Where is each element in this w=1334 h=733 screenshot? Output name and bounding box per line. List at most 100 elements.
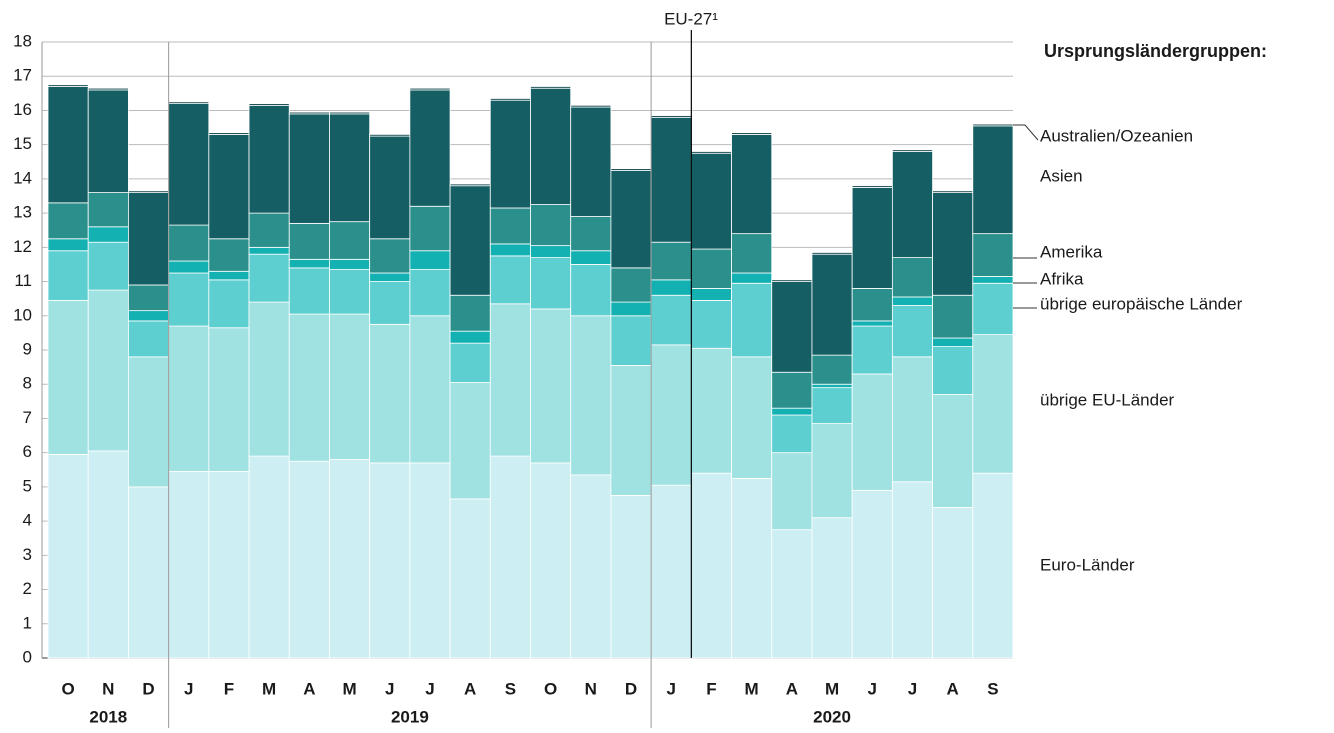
bar-segment xyxy=(489,255,531,305)
bar-segment xyxy=(128,284,170,312)
x-tick-label: J xyxy=(908,679,917,698)
bar-segment xyxy=(851,325,893,375)
bar-segment xyxy=(248,103,290,106)
bar-segment xyxy=(811,354,853,385)
bar-segment xyxy=(329,258,371,270)
bar-segment xyxy=(168,260,210,274)
bar-segment xyxy=(128,190,170,193)
x-tick-label: F xyxy=(224,679,234,698)
x-tick-label: J xyxy=(425,679,434,698)
bar-segment xyxy=(530,257,572,310)
bar-segment xyxy=(449,330,491,344)
bar-segment xyxy=(650,241,692,281)
bar-segment xyxy=(329,313,371,460)
y-tick-label: 7 xyxy=(23,408,32,427)
bar-segment xyxy=(851,373,893,491)
bar-segment xyxy=(409,462,451,659)
bar-segment xyxy=(811,387,853,424)
bar-segment xyxy=(811,383,853,389)
bar-segment xyxy=(288,111,330,115)
bar-segment xyxy=(731,132,773,135)
bar-segment xyxy=(489,303,531,457)
bar-segment xyxy=(208,270,250,281)
bar-segment xyxy=(771,407,813,416)
bar-segment xyxy=(650,344,692,486)
bar-segment xyxy=(168,224,210,262)
bar-segment xyxy=(409,87,451,91)
bar-segment xyxy=(449,185,491,296)
bar-segment xyxy=(932,192,974,296)
bar-segment xyxy=(891,151,933,258)
bar-segment xyxy=(932,190,974,193)
bar-segment xyxy=(208,133,250,240)
bar-segment xyxy=(610,267,652,303)
y-tick-label: 1 xyxy=(23,613,32,632)
bar-segment xyxy=(690,152,732,250)
bar-segment xyxy=(288,313,330,462)
bar-segment xyxy=(409,250,451,270)
y-tick-label: 4 xyxy=(23,511,32,530)
bar-segment xyxy=(771,281,813,373)
bar-segment xyxy=(409,89,451,207)
x-tick-label: A xyxy=(303,679,315,698)
bar-segment xyxy=(610,168,652,171)
bar-segment xyxy=(570,106,612,217)
y-tick-label: 8 xyxy=(23,374,32,393)
bar-segment xyxy=(369,323,411,464)
bar-segment xyxy=(248,104,290,214)
bar-segment xyxy=(449,342,491,383)
y-tick-label: 10 xyxy=(13,305,32,324)
bar-segment xyxy=(489,455,531,659)
bar-segment xyxy=(932,294,974,339)
bar-segment xyxy=(168,103,210,226)
x-tick-label: N xyxy=(585,679,597,698)
bar-segment xyxy=(87,226,129,243)
bar-segment xyxy=(489,99,531,209)
bar-segment xyxy=(690,248,732,289)
bar-segment xyxy=(610,364,652,496)
bar-segment xyxy=(47,238,89,252)
x-tick-label: S xyxy=(987,679,998,698)
x-tick-label: J xyxy=(385,679,394,698)
bar-segment xyxy=(650,116,692,243)
bar-segment xyxy=(972,334,1014,474)
bar-segment xyxy=(650,279,692,296)
bar-segment xyxy=(288,267,330,315)
bar-segment xyxy=(128,320,170,358)
bar-segment xyxy=(128,192,170,286)
bar-segment xyxy=(47,86,89,204)
bar-segment xyxy=(690,287,732,301)
bar-segment xyxy=(771,529,813,659)
bar-segment xyxy=(731,233,773,274)
bar-segment xyxy=(87,192,129,228)
bar-segment xyxy=(972,233,1014,277)
bar-segment xyxy=(891,296,933,306)
bar-segment xyxy=(690,472,732,659)
bar-segment xyxy=(489,243,531,257)
bar-segment xyxy=(288,258,330,269)
bar-segment xyxy=(731,272,773,284)
bar-segment xyxy=(47,299,89,455)
bar-segment xyxy=(369,281,411,325)
bar-segment xyxy=(570,104,612,108)
bar-segment xyxy=(409,205,451,252)
y-tick-label: 12 xyxy=(13,237,32,256)
bar-segment xyxy=(288,113,330,224)
bar-segment xyxy=(128,486,170,659)
bar-segment xyxy=(530,86,572,89)
bar-segment xyxy=(690,299,732,349)
bar-segment xyxy=(369,135,411,240)
legend-label: Australien/Ozeanien xyxy=(1040,126,1193,145)
bar-segment xyxy=(47,84,89,87)
bar-segment xyxy=(449,382,491,500)
bar-segment xyxy=(690,151,732,154)
x-tick-label: O xyxy=(544,679,557,698)
bar-segment xyxy=(932,507,974,659)
bar-segment xyxy=(811,252,853,255)
x-tick-label: O xyxy=(61,679,74,698)
y-tick-label: 5 xyxy=(23,476,32,495)
bar-segment xyxy=(690,347,732,474)
bar-segment xyxy=(369,133,411,137)
year-label: 2019 xyxy=(391,707,429,726)
bar-segment xyxy=(47,453,89,659)
